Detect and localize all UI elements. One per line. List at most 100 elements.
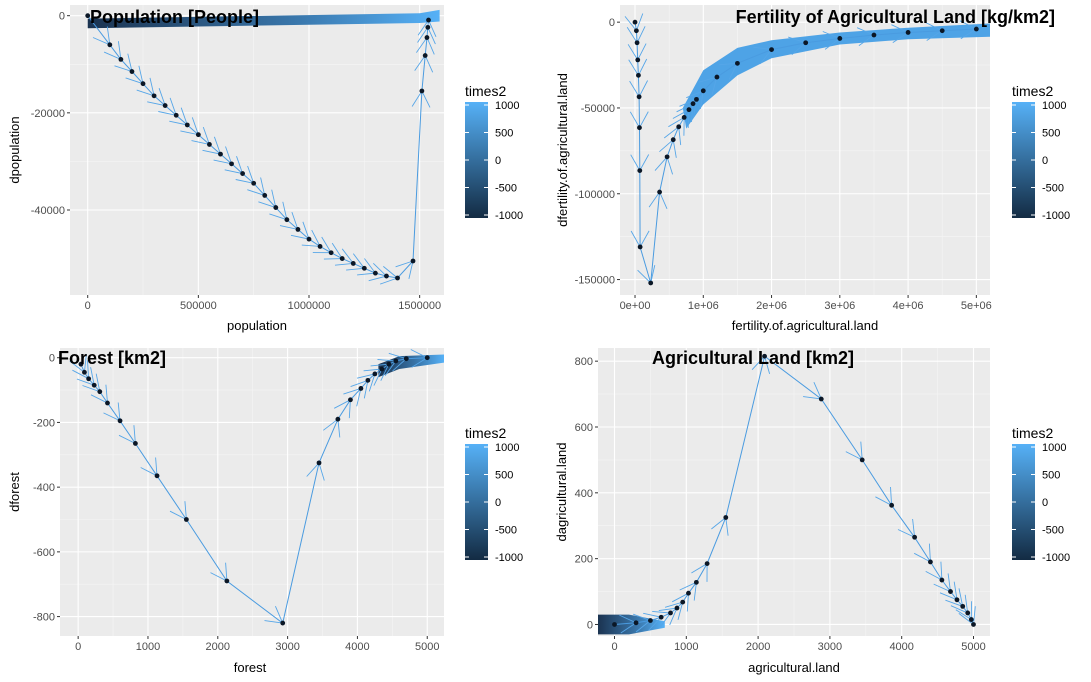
data-point	[648, 618, 653, 623]
data-point	[928, 559, 933, 565]
y-axis-label: dfertility.of.agricultural.land	[555, 73, 570, 227]
panel-population: 0 500000 1000000 1500000 0 -20000 -40000 popu…	[7, 5, 444, 333]
data-point	[372, 371, 378, 377]
x-tick-label: 1000	[136, 641, 160, 653]
data-point	[700, 88, 706, 94]
data-point	[173, 112, 179, 118]
legend-colorbar	[465, 102, 488, 218]
y-tick-label: 0	[587, 619, 593, 631]
data-point	[735, 60, 740, 66]
x-tick-label: 0e+00	[620, 300, 651, 312]
legend-tick-label: 1000	[1042, 442, 1066, 454]
data-point	[637, 244, 643, 250]
data-point	[78, 361, 84, 367]
data-point	[723, 515, 729, 520]
legend-tick-label: 0	[495, 497, 501, 509]
data-point	[280, 620, 286, 626]
data-point	[704, 561, 710, 566]
data-point	[859, 457, 865, 463]
legend: times2 1000 500 0 -500 -1000	[465, 425, 523, 564]
y-tick-label: -20000	[31, 108, 65, 120]
vector-band	[87, 9, 440, 29]
data-point	[350, 261, 356, 266]
data-point	[306, 236, 312, 242]
legend-tick-label: 0	[1042, 155, 1048, 167]
data-point	[295, 227, 301, 232]
legend-tick-label: 1000	[495, 100, 519, 112]
legend-tick-label: 500	[1042, 470, 1060, 482]
x-axis-label: forest	[234, 660, 267, 675]
legend-colorbar	[1012, 102, 1035, 218]
trajectory-line	[634, 22, 977, 284]
vector-band	[682, 23, 990, 129]
x-tick-label: 1e+06	[688, 300, 719, 312]
legend-tick-label: 1000	[495, 442, 519, 454]
x-tick-label: 1500000	[398, 300, 441, 312]
legend: times2 1000 500 0 -500 -1000	[1012, 425, 1070, 564]
panel-title: Agricultural Land [km2]	[652, 348, 854, 368]
data-point	[636, 72, 641, 78]
legend-title: times2	[465, 425, 506, 441]
legend-title: times2	[1012, 425, 1053, 441]
data-point	[965, 610, 971, 616]
data-point	[386, 361, 392, 367]
y-tick-label: 400	[575, 488, 593, 500]
data-point	[140, 81, 146, 87]
x-tick-label: 5000	[961, 641, 985, 653]
data-point	[664, 154, 670, 160]
panel-background	[620, 5, 990, 295]
data-point	[674, 605, 680, 611]
x-tick-label: 3000	[275, 641, 299, 653]
data-point	[954, 597, 960, 603]
data-point	[948, 589, 953, 594]
data-point	[184, 122, 190, 128]
data-point	[422, 53, 428, 58]
data-point	[133, 441, 138, 446]
x-tick-label: 0	[611, 641, 617, 653]
data-point	[693, 579, 699, 585]
data-point	[82, 369, 87, 375]
vector-ribbon	[682, 23, 990, 129]
legend: times2 1000 500 0 -500 -1000	[465, 83, 523, 222]
x-tick-label: 4e+06	[893, 300, 924, 312]
legend-tick-label: 500	[1042, 128, 1060, 140]
data-point	[634, 40, 640, 46]
trajectory	[624, 13, 979, 286]
data-point	[973, 26, 979, 32]
panel-agricultural-land: 0 1000 2000 3000 4000 5000 0 200 400 600 800 agri…	[554, 348, 990, 675]
data-point	[218, 151, 223, 157]
x-tick-label: 1000000	[288, 300, 331, 312]
data-point	[681, 114, 687, 120]
y-tick-label: -400	[33, 482, 55, 494]
data-point	[762, 353, 767, 359]
data-point	[612, 622, 617, 627]
x-axis-label: population	[227, 318, 287, 333]
data-point	[284, 217, 290, 223]
data-point	[635, 57, 641, 63]
data-point	[960, 603, 966, 609]
y-axis-label: dagricultural.land	[554, 442, 569, 541]
data-point	[694, 96, 699, 102]
data-point	[633, 28, 639, 34]
x-tick-label: 3e+06	[824, 300, 855, 312]
legend-tick-label: 0	[1042, 497, 1048, 509]
data-point	[91, 382, 97, 388]
data-point	[105, 400, 110, 406]
data-point	[648, 280, 654, 286]
data-point	[372, 270, 378, 276]
data-point	[207, 142, 212, 147]
data-point	[636, 94, 642, 100]
y-axis-label: dforest	[7, 472, 22, 512]
data-point	[905, 30, 911, 35]
data-point	[384, 273, 389, 279]
x-tick-labels: 0 1000 2000 3000 4000 5000	[611, 636, 986, 653]
x-tick-label: 4000	[345, 641, 369, 653]
panel-background	[70, 5, 444, 295]
panel-title: Forest [km2]	[58, 348, 166, 368]
data-point	[395, 275, 400, 281]
legend-tick-label: -1000	[495, 210, 523, 222]
data-point	[803, 40, 809, 46]
data-point	[379, 366, 385, 372]
legend-tick-label: -1000	[1042, 210, 1070, 222]
